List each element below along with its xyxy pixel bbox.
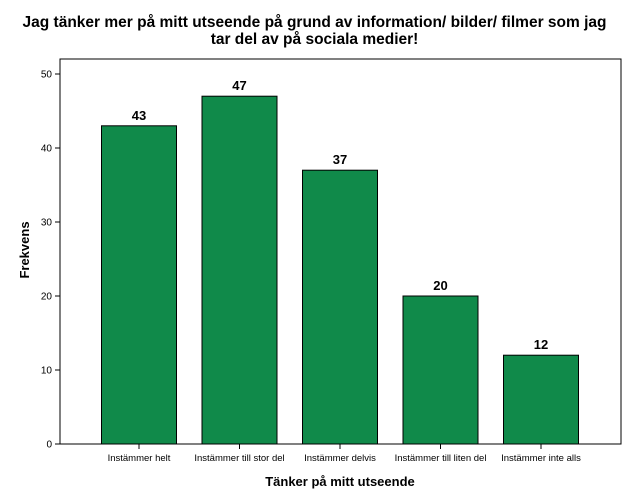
bar-data-label: 47 [232, 78, 246, 93]
x-axis: Instämmer helt Instämmer till stor del Ins… [108, 444, 581, 464]
y-tick-label: 20 [41, 292, 53, 303]
x-category-label: Instämmer delvis [304, 453, 376, 464]
y-tick-label: 50 [41, 70, 53, 81]
bar [302, 169, 378, 445]
chart-title-line-1: Jag tänker mer på mitt utseende på grund… [22, 14, 607, 31]
bar [201, 95, 278, 445]
bar [101, 125, 177, 445]
x-category-label: Instämmer inte alls [501, 453, 581, 464]
y-axis: 0 10 20 30 40 50 [41, 70, 60, 451]
x-category-label: Instämmer till stor del [194, 453, 284, 464]
y-tick-label: 40 [41, 144, 53, 155]
bar [503, 354, 579, 445]
y-tick-label: 30 [41, 218, 53, 229]
bar-data-label: 20 [433, 278, 447, 293]
x-axis-title: Tänker på mitt utseende [265, 474, 415, 489]
bars [101, 95, 579, 445]
y-tick-label: 0 [46, 440, 52, 451]
bar [402, 295, 479, 445]
bar-data-label: 43 [132, 108, 146, 123]
bar-data-label: 37 [333, 152, 347, 167]
bar-data-label: 12 [534, 337, 548, 352]
chart-title-line-2: tar del av på sociala medier! [210, 31, 419, 48]
chart-title: Jag tänker mer på mitt utseende på grund… [0, 14, 629, 48]
y-tick-label: 10 [41, 366, 53, 377]
data-labels: 43 47 37 20 12 [132, 78, 548, 352]
y-axis-title: Frekvens [17, 221, 32, 278]
x-category-label: Instämmer helt [108, 453, 171, 464]
x-category-label: Instämmer till liten del [395, 453, 487, 464]
